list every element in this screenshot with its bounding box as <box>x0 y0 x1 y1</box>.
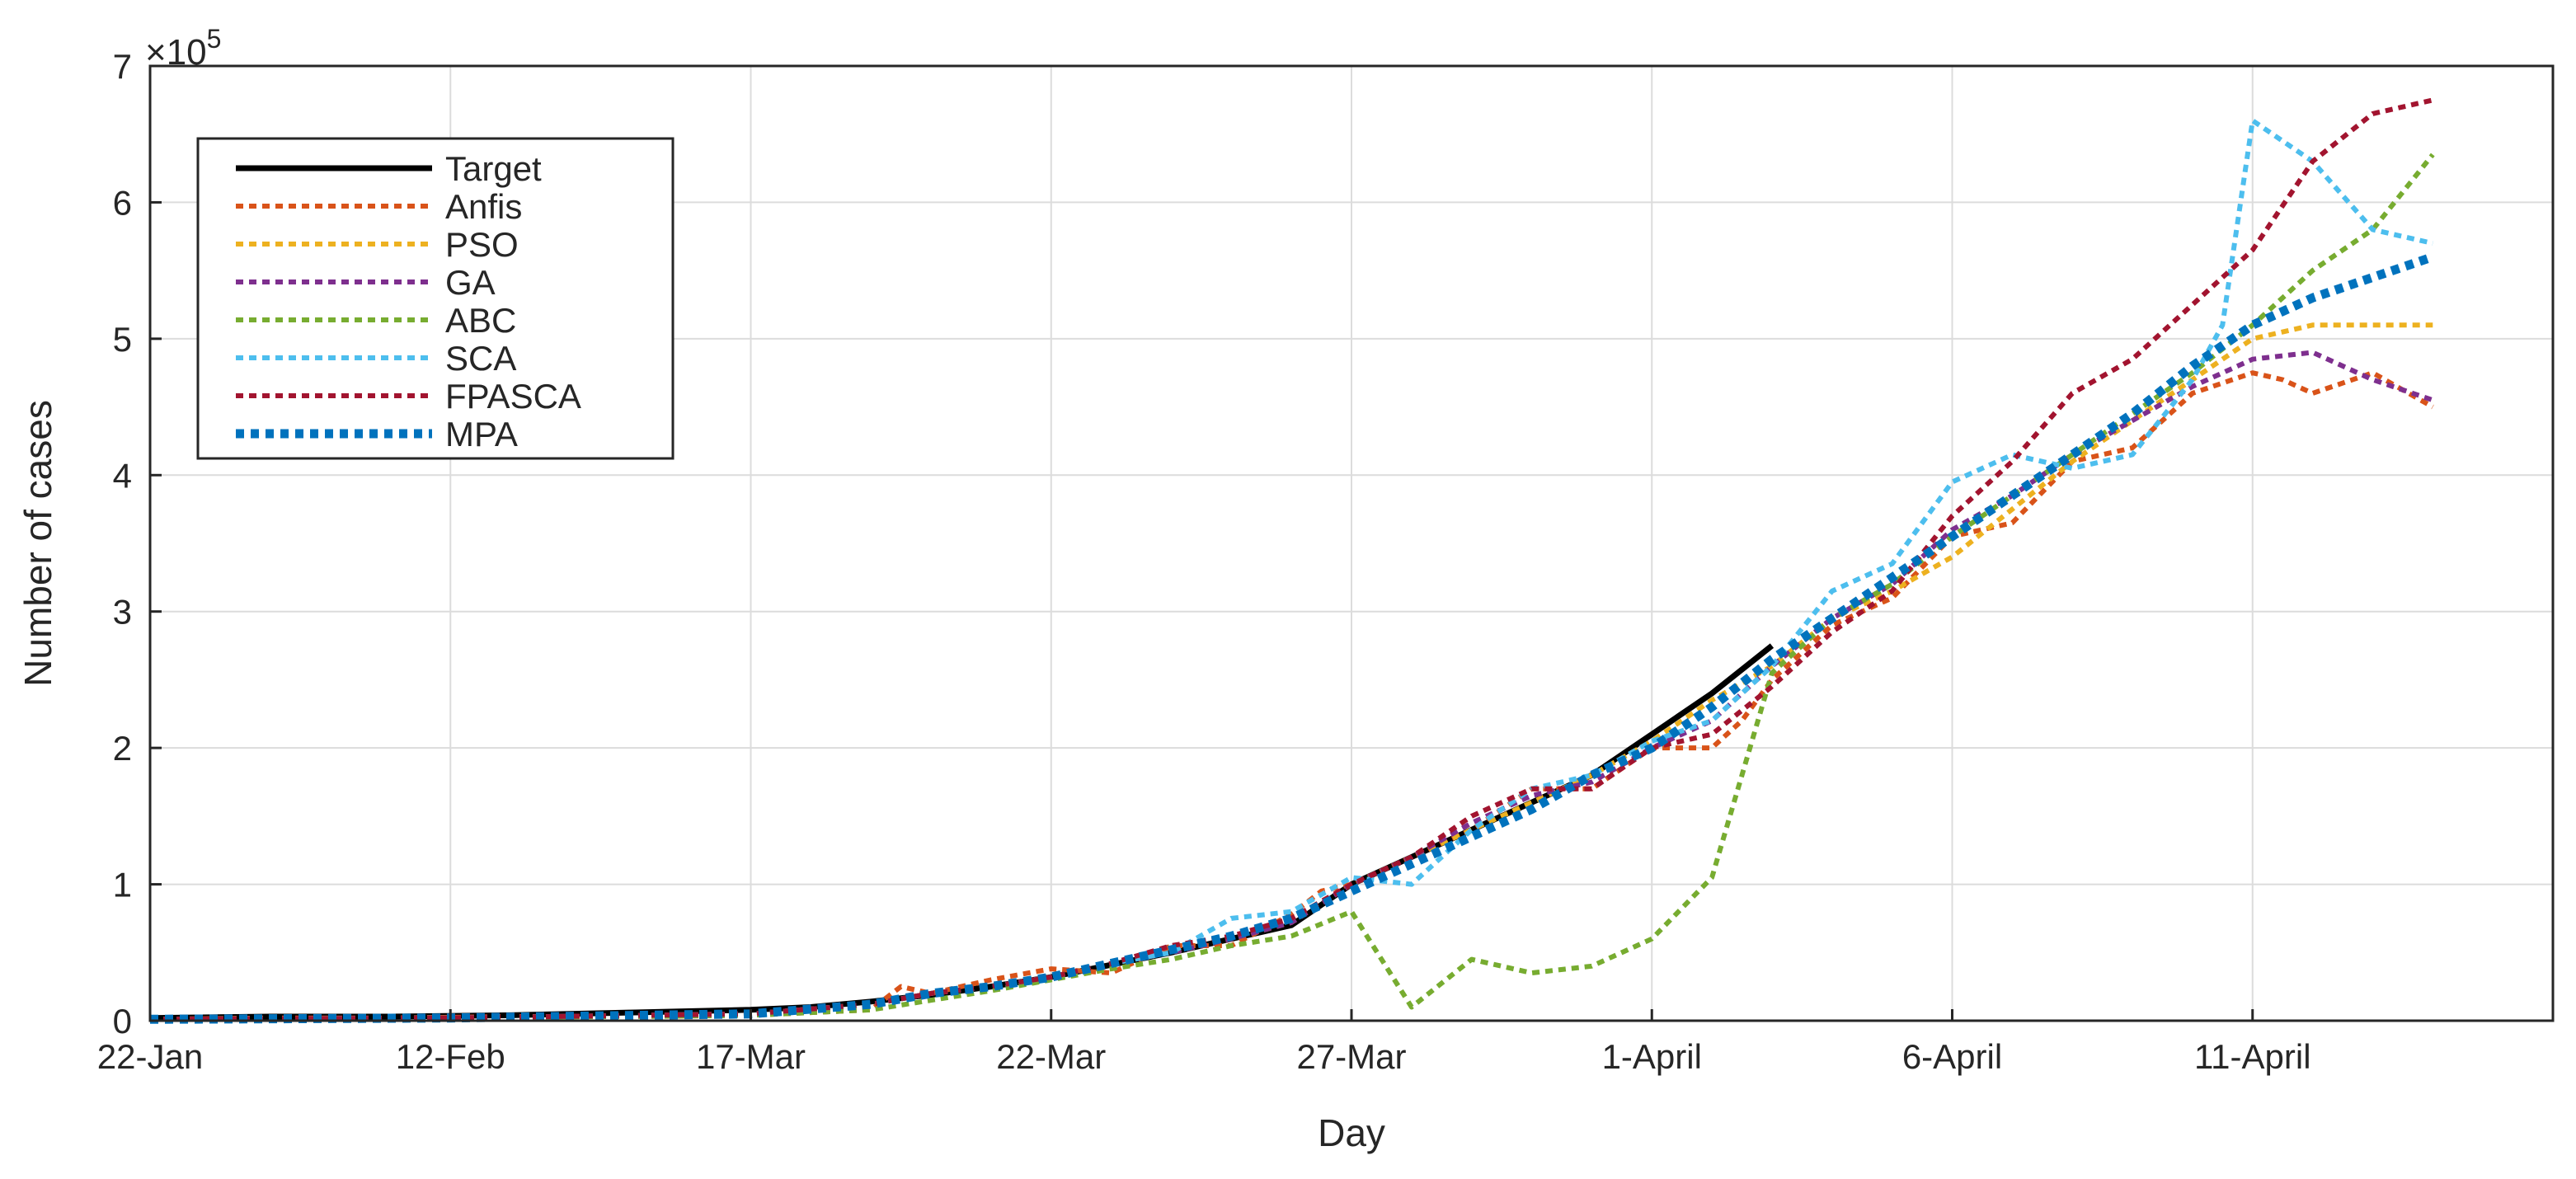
series-lines <box>149 97 2435 1024</box>
legend-label-abc: ABC <box>445 301 516 340</box>
x-tick-label: 6-April <box>1902 1037 2002 1076</box>
y-tick-label: 1 <box>113 866 132 904</box>
legend-label-fpasca: FPASCA <box>445 377 581 416</box>
x-tick-label: 22-Jan <box>97 1037 203 1076</box>
legend-box <box>196 137 675 460</box>
x-tick-label: 22-Mar <box>996 1037 1106 1076</box>
legend-label-anfis: Anfis <box>445 187 522 226</box>
y-tick-label: 6 <box>113 183 132 222</box>
x-tick-label: 17-Mar <box>696 1037 806 1076</box>
y-tick-label: 4 <box>113 456 132 495</box>
series-line-sca <box>149 118 2433 1022</box>
series-line-abc <box>149 153 2435 1022</box>
y-tick-label: 0 <box>113 1002 132 1040</box>
y-axis-exponent: ×105 <box>145 24 221 73</box>
legend-label-target: Target <box>445 149 542 188</box>
x-tick-label: 1-April <box>1602 1037 1702 1076</box>
x-tick-label: 27-Mar <box>1296 1037 1406 1076</box>
y-axis-label: Number of cases <box>16 400 59 687</box>
x-axis-label: Day <box>1318 1111 1385 1154</box>
y-tick-label: 3 <box>113 593 132 632</box>
series-line-mpa <box>149 252 2435 1024</box>
y-exponent-base: ×10 <box>145 32 207 73</box>
legend-label-sca: SCA <box>445 339 516 378</box>
x-tick-label: 11-April <box>2194 1037 2311 1076</box>
legend-label-pso: PSO <box>445 225 519 264</box>
y-exponent-power: 5 <box>207 24 222 54</box>
axis-ticks: 22-Jan 12-Feb 17-Mar 22-Mar 27-Mar 1-April 6-A… <box>97 47 2311 1076</box>
legend-label-ga: GA <box>445 263 496 302</box>
legend-label-mpa: MPA <box>445 415 518 453</box>
y-tick-label: 7 <box>113 47 132 86</box>
x-tick-label: 12-Feb <box>396 1037 505 1076</box>
y-tick-label: 5 <box>113 320 132 359</box>
y-tick-label: 2 <box>113 729 132 768</box>
